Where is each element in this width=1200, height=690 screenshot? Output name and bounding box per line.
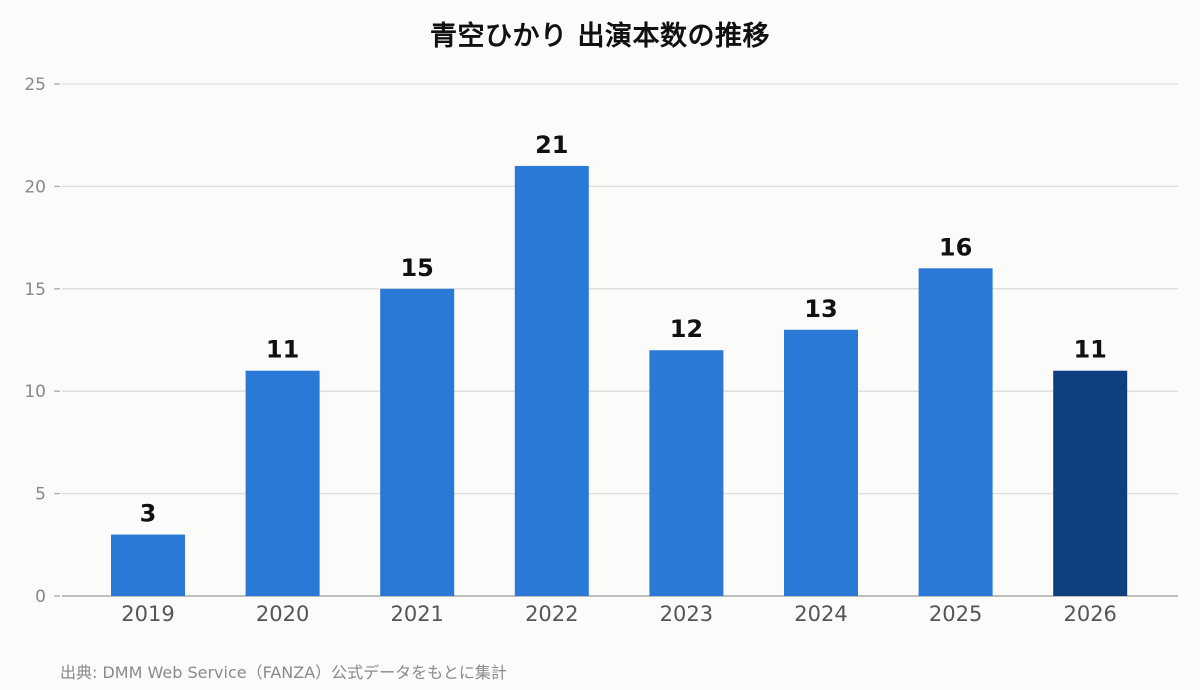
- chart-title: 青空ひかり 出演本数の推移: [430, 21, 770, 52]
- value-label: 3: [140, 500, 157, 528]
- y-tick-label: 20: [24, 177, 46, 197]
- bar-2026: [1053, 370, 1128, 596]
- y-tick-label: 10: [24, 382, 46, 402]
- bar-2021: [380, 288, 455, 596]
- x-tick-label: 2024: [794, 602, 847, 626]
- bar-2019: [111, 534, 185, 596]
- value-label: 11: [1073, 336, 1106, 364]
- value-label: 16: [939, 233, 972, 261]
- y-tick-label: 15: [24, 280, 46, 300]
- x-tick-label: 2022: [525, 602, 578, 626]
- x-tick-label: 2026: [1063, 602, 1116, 626]
- x-tick-label: 2021: [390, 602, 443, 626]
- x-tick-label: 2020: [256, 602, 309, 626]
- x-tick-label: 2023: [660, 602, 713, 626]
- bar-2023: [649, 350, 724, 596]
- value-label: 15: [400, 254, 433, 282]
- bar-2024: [784, 329, 858, 596]
- y-tick-label: 5: [35, 485, 46, 505]
- x-tick-label: 2025: [929, 602, 982, 626]
- y-tick-label: 0: [35, 587, 46, 607]
- x-tick-label: 2019: [121, 602, 174, 626]
- y-tick-label: 25: [24, 75, 46, 95]
- value-label: 11: [266, 336, 299, 364]
- value-label: 13: [804, 295, 837, 323]
- bar-2025: [918, 268, 993, 596]
- bar-2022: [514, 165, 589, 597]
- bar-2020: [245, 370, 320, 596]
- value-label: 21: [535, 131, 568, 159]
- value-label: 12: [670, 315, 703, 343]
- source-note: 出典: DMM Web Service（FANZA）公式データをもとに集計: [60, 663, 507, 682]
